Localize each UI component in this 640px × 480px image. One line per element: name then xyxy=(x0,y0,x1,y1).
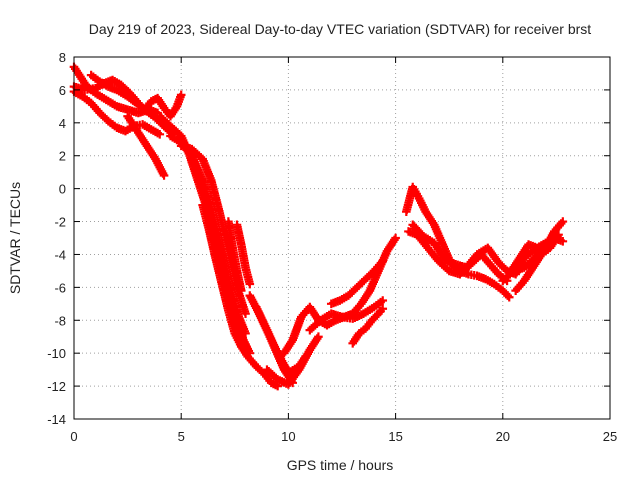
data-point xyxy=(155,130,165,139)
data-point xyxy=(245,279,255,289)
series-track-25 xyxy=(511,230,563,295)
grid-lines xyxy=(74,57,610,419)
y-tick-label: -12 xyxy=(47,379,66,394)
y-tick-label: 6 xyxy=(59,83,66,98)
x-axis-label: GPS time / hours xyxy=(287,457,394,473)
plot-frame xyxy=(73,56,611,420)
data-point xyxy=(273,381,282,391)
data-point xyxy=(558,217,568,226)
x-tick-label: 0 xyxy=(70,429,77,444)
series-track-20 xyxy=(402,182,514,302)
series-track-16 xyxy=(279,233,400,358)
x-tick-label: 10 xyxy=(281,429,295,444)
series-track-10 xyxy=(198,200,282,391)
x-tick-label: 25 xyxy=(603,429,617,444)
y-tick-label: 2 xyxy=(59,149,66,164)
series-track-4 xyxy=(86,70,177,139)
y-tick-label: 4 xyxy=(59,116,66,131)
y-tick-label: -6 xyxy=(54,280,66,295)
data-point xyxy=(314,332,323,342)
series-track-12 xyxy=(232,220,255,289)
y-axis-label: SDTVAR / TECUs xyxy=(7,182,23,294)
x-tick-label: 15 xyxy=(388,429,402,444)
chart-title: Day 219 of 2023, Sidereal Day-to-day VTE… xyxy=(89,21,591,37)
y-tick-label: -8 xyxy=(54,313,66,328)
data-point xyxy=(378,304,388,314)
series-track-19 xyxy=(348,304,388,348)
series-track-17 xyxy=(305,296,388,335)
series-track-15 xyxy=(262,332,323,389)
series-track-5 xyxy=(123,111,169,180)
data-point xyxy=(391,233,400,243)
y-tick-label: -14 xyxy=(47,412,66,427)
y-tick-label: -10 xyxy=(47,346,66,361)
y-tick-label: -4 xyxy=(54,247,66,262)
y-tick-label: 0 xyxy=(59,182,66,197)
data-point xyxy=(554,230,563,240)
data-point xyxy=(236,286,246,295)
data-point xyxy=(241,309,250,318)
data-points xyxy=(69,62,568,391)
axis-ticks: 0 5 10 15 20 25 -14 -12 -10 -8 -6 -4 -2 0 2 4 6 8 xyxy=(47,50,617,444)
x-tick-label: 5 xyxy=(178,429,185,444)
data-point xyxy=(176,90,186,100)
series-track-18 xyxy=(326,256,388,309)
data-point xyxy=(558,236,568,246)
data-point xyxy=(378,296,388,305)
x-tick-label: 20 xyxy=(496,429,510,444)
data-point xyxy=(504,292,514,302)
y-tick-label: 8 xyxy=(59,50,66,65)
y-tick-label: -2 xyxy=(54,215,66,230)
series-track-11 xyxy=(224,217,246,295)
data-point xyxy=(378,256,388,266)
data-point xyxy=(159,171,169,180)
